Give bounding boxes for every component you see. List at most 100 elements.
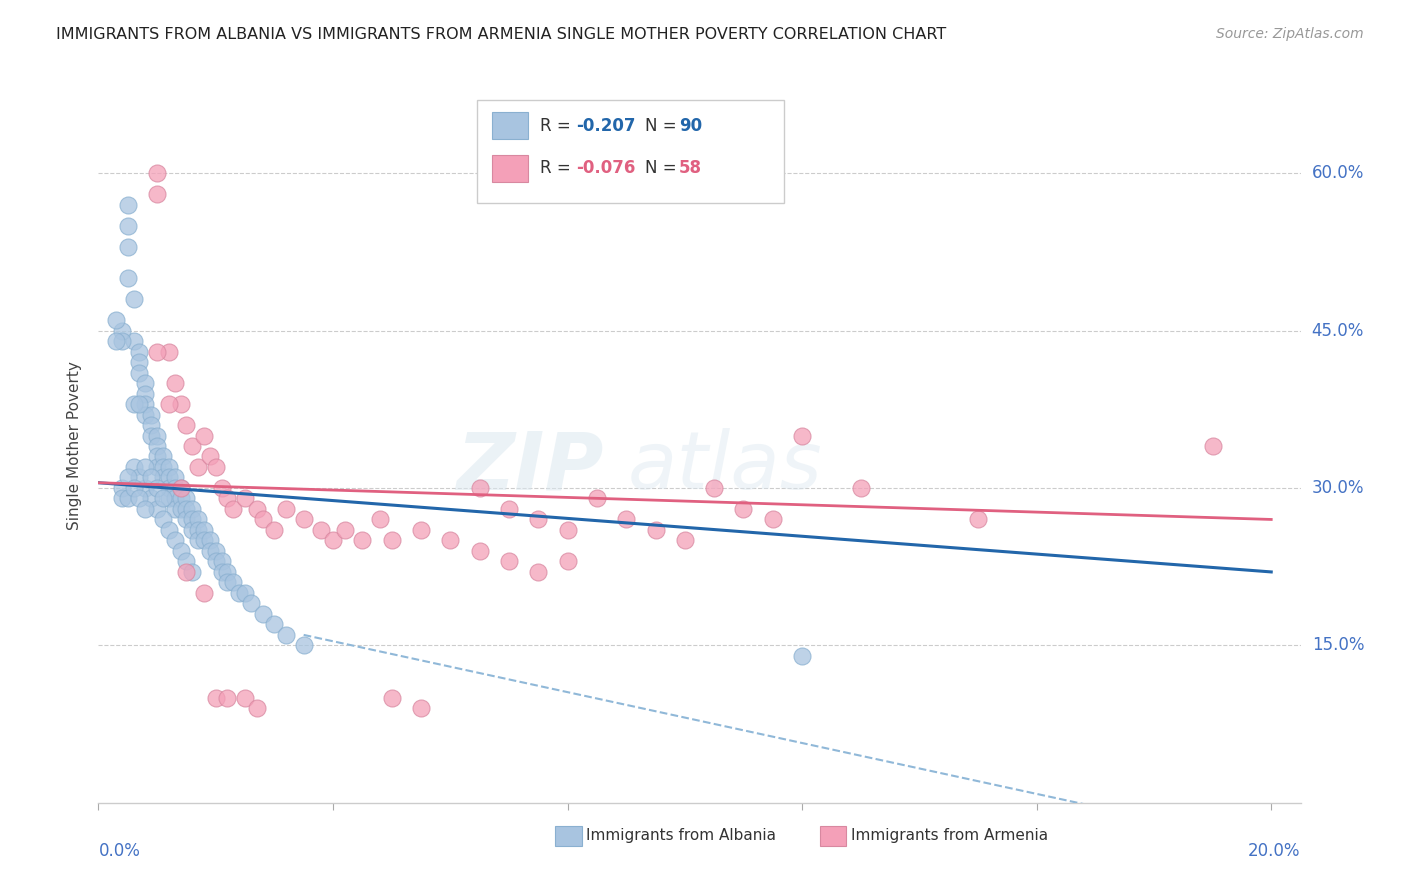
Point — [128, 344, 150, 359]
Point — [187, 460, 209, 475]
Point — [193, 523, 215, 537]
Text: R =: R = — [540, 117, 575, 135]
Text: 30.0%: 30.0% — [1312, 479, 1364, 497]
Point — [239, 596, 262, 610]
Point — [468, 544, 491, 558]
Point — [134, 481, 156, 495]
Point — [263, 617, 285, 632]
Point — [157, 397, 180, 411]
Point — [141, 428, 163, 442]
Point — [111, 334, 134, 348]
Point — [105, 334, 128, 348]
Point — [468, 481, 491, 495]
Point — [146, 481, 169, 495]
Text: 0.0%: 0.0% — [98, 842, 141, 860]
Text: Immigrants from Armenia: Immigrants from Armenia — [851, 828, 1047, 843]
Point — [333, 523, 356, 537]
Text: Source: ZipAtlas.com: Source: ZipAtlas.com — [1216, 27, 1364, 41]
Point — [157, 523, 180, 537]
Point — [117, 239, 139, 253]
Point — [733, 502, 755, 516]
Point — [141, 491, 163, 506]
Point — [128, 397, 150, 411]
Bar — [477, 100, 783, 203]
Point — [169, 397, 191, 411]
Point — [146, 450, 169, 464]
Point — [111, 324, 134, 338]
Text: N =: N = — [645, 160, 682, 178]
Point — [146, 344, 169, 359]
Point — [181, 512, 204, 526]
Point — [644, 523, 666, 537]
Point — [169, 502, 191, 516]
Point — [181, 439, 204, 453]
Point — [128, 470, 150, 484]
Point — [176, 417, 198, 432]
Y-axis label: Single Mother Poverty: Single Mother Poverty — [67, 361, 83, 531]
Point — [790, 648, 813, 663]
Point — [217, 575, 239, 590]
Point — [198, 544, 221, 558]
Text: 45.0%: 45.0% — [1312, 321, 1364, 340]
Point — [204, 460, 226, 475]
Point — [122, 334, 145, 348]
Point — [790, 428, 813, 442]
Point — [498, 554, 520, 568]
Point — [111, 481, 134, 495]
Point — [187, 523, 209, 537]
Point — [381, 533, 404, 548]
Point — [246, 502, 269, 516]
Point — [146, 187, 169, 202]
Point — [181, 502, 204, 516]
Point — [163, 481, 186, 495]
Point — [292, 639, 315, 653]
Point — [157, 344, 180, 359]
Point — [117, 470, 139, 484]
Point — [134, 502, 156, 516]
Point — [967, 512, 990, 526]
Text: 60.0%: 60.0% — [1312, 164, 1364, 182]
Text: IMMIGRANTS FROM ALBANIA VS IMMIGRANTS FROM ARMENIA SINGLE MOTHER POVERTY CORRELA: IMMIGRANTS FROM ALBANIA VS IMMIGRANTS FR… — [56, 27, 946, 42]
Point — [169, 481, 191, 495]
Point — [163, 502, 186, 516]
Point — [246, 701, 269, 715]
Point — [204, 554, 226, 568]
Point — [146, 439, 169, 453]
Point — [117, 219, 139, 233]
Point — [157, 470, 180, 484]
Bar — [492, 112, 527, 139]
Point — [252, 607, 274, 621]
Point — [233, 491, 256, 506]
Point — [762, 512, 785, 526]
Point — [152, 491, 174, 506]
Point — [169, 481, 191, 495]
Point — [141, 408, 163, 422]
Point — [193, 586, 215, 600]
Point — [152, 460, 174, 475]
Bar — [820, 826, 846, 846]
Bar — [492, 155, 527, 182]
Point — [211, 554, 233, 568]
Text: ZIP: ZIP — [456, 428, 603, 507]
Point — [181, 565, 204, 579]
Point — [274, 502, 297, 516]
Point — [586, 491, 609, 506]
Point — [169, 491, 191, 506]
Point — [193, 428, 215, 442]
Text: 58: 58 — [679, 160, 702, 178]
Point — [117, 197, 139, 211]
Point — [134, 386, 156, 401]
Point — [152, 450, 174, 464]
Point — [849, 481, 872, 495]
Point — [134, 397, 156, 411]
Text: N =: N = — [645, 117, 682, 135]
Point — [157, 491, 180, 506]
Point — [368, 512, 391, 526]
Point — [409, 523, 432, 537]
Point — [122, 397, 145, 411]
Point — [169, 544, 191, 558]
Point — [274, 628, 297, 642]
Point — [122, 460, 145, 475]
Point — [146, 428, 169, 442]
Point — [217, 565, 239, 579]
